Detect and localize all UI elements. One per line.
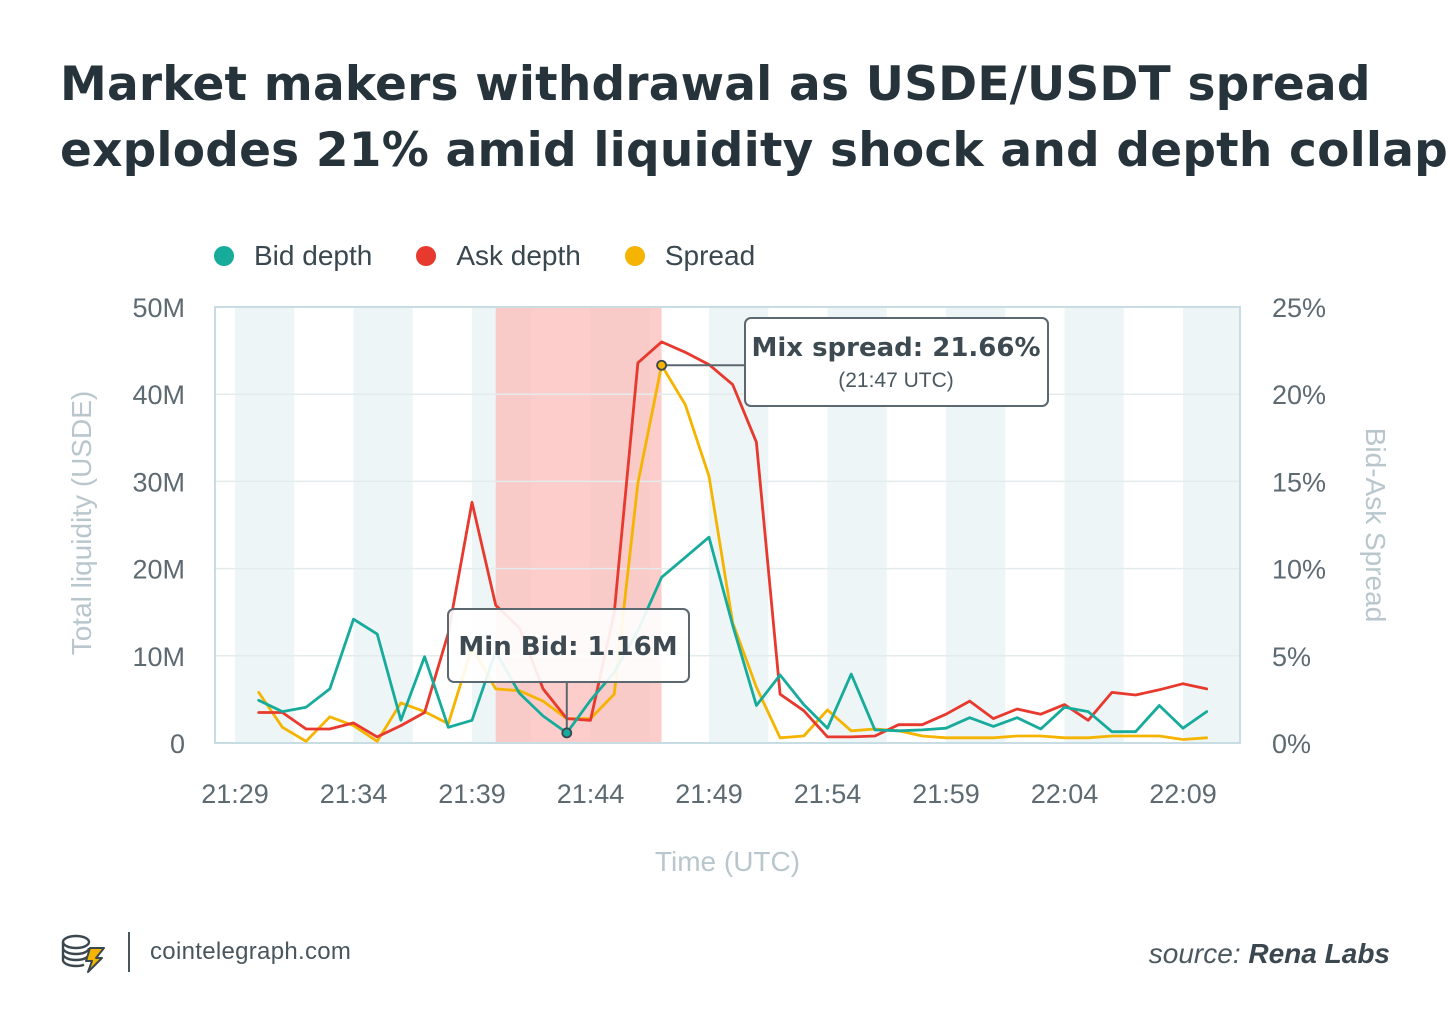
band-8	[1183, 307, 1240, 743]
legend-label-ask-depth: Ask depth	[456, 240, 581, 271]
callout-max-spread: Mix spread: 21.66% (21:47 UTC)	[656, 317, 1049, 407]
callout-min-bid-text: Min Bid: 1.16M	[458, 632, 677, 662]
x-tick-label: 21:34	[320, 779, 388, 809]
cointelegraph-coins-icon	[61, 934, 105, 973]
x-tick-label: 21:54	[794, 779, 862, 809]
series-line-ask-depth	[257, 340, 1209, 739]
y-right-tick-label: 15%	[1272, 467, 1326, 497]
callout-min-bid-box	[447, 608, 690, 683]
y-right-axis-title: Bid-Ask Spread	[1360, 428, 1391, 623]
legend-label-spread: Spread	[664, 240, 756, 271]
y-left-axis-title: Total liquidity (USDE)	[66, 391, 97, 656]
x-tick-label: 21:59	[912, 779, 980, 809]
y-right-tick-label: 20%	[1272, 380, 1326, 410]
callout-max-spread-marker	[656, 359, 667, 371]
y-right-tick-label: 0%	[1272, 729, 1311, 759]
chart-legend: Bid depth Ask depth Spread	[214, 240, 799, 272]
x-tick-label: 21:39	[438, 779, 506, 809]
legend-item-spread[interactable]: Spread	[624, 240, 756, 272]
x-tick-label: 21:49	[675, 779, 743, 809]
legend-item-ask-depth[interactable]: Ask depth	[416, 240, 581, 272]
page-title-line-1: Market makers withdrawal as USDE/USDT sp…	[60, 57, 1371, 112]
y-left-tick-label: 30M	[132, 467, 185, 497]
y-left-tick-label: 20M	[132, 555, 185, 585]
x-tick-label: 22:04	[1031, 779, 1099, 809]
x-tick-label: 21:29	[201, 779, 269, 809]
legend-label-bid-depth: Bid depth	[254, 240, 373, 271]
y-right-tick-label: 10%	[1272, 555, 1326, 585]
background-bands	[235, 307, 1240, 743]
band-1	[353, 307, 413, 743]
callout-max-spread-text: Mix spread: 21.66%	[751, 333, 1040, 363]
y-right-tick-label: 5%	[1272, 642, 1311, 672]
footer-site-link[interactable]: cointelegraph.com	[150, 938, 352, 965]
y-left-tick-label: 50M	[132, 293, 185, 323]
callout-max-spread-box	[744, 317, 1049, 407]
y-left-tick-label: 40M	[132, 380, 185, 410]
callout-max-spread-subtext: (21:47 UTC)	[838, 369, 954, 392]
legend-item-bid-depth[interactable]: Bid depth	[214, 240, 372, 272]
callout-min-bid: Min Bid: 1.16M	[447, 608, 690, 739]
footer-divider	[128, 932, 130, 972]
plot-frame	[214, 306, 1241, 744]
x-tick-label: 22:09	[1149, 779, 1217, 809]
band-7	[1064, 307, 1124, 743]
page-title-line-2: explodes 21% amid liquidity shock and de…	[60, 123, 1450, 178]
legend-swatch-ask-depth	[416, 246, 437, 266]
x-axis-title: Time (UTC)	[655, 846, 800, 877]
band-0	[235, 307, 295, 743]
footer-source: source: Rena Labs	[1149, 938, 1390, 970]
footer-source-name: Rena Labs	[1248, 938, 1390, 969]
legend-swatch-bid-depth	[214, 246, 234, 266]
callout-min-bid-marker	[561, 727, 573, 739]
x-tick-label: 21:44	[557, 779, 625, 809]
y-left-tick-label: 10M	[132, 642, 185, 672]
series-line-bid-depth	[257, 535, 1209, 735]
footer-brand: cointelegraph.com	[60, 930, 351, 974]
legend-swatch-spread	[624, 246, 645, 266]
y-right-tick-label: 25%	[1272, 293, 1326, 323]
page-title: Market makers withdrawal as USDE/USDT sp…	[60, 52, 1450, 184]
y-left-tick-label: 0	[170, 729, 185, 759]
footer-source-prefix: source:	[1148, 938, 1241, 969]
